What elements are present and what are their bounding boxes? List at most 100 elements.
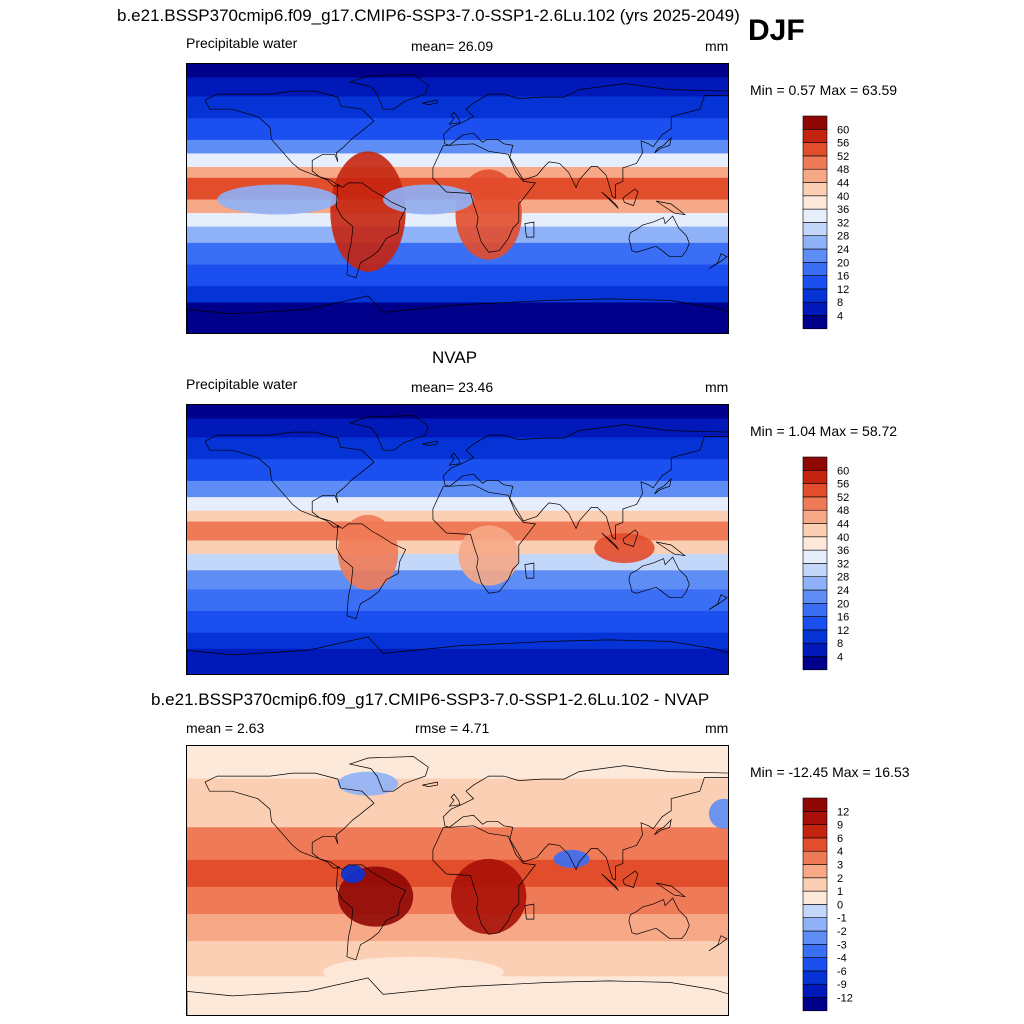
colorbar-tick-label: 52 — [837, 492, 849, 504]
panel-model-colorbar: 4 8 12 16 20 24 28 32 36 40 44 48 52 56 60 — [802, 115, 863, 335]
colorbar-box — [802, 983, 828, 998]
colorbar-box — [802, 603, 828, 617]
colorbar-box — [802, 483, 828, 498]
field-anomaly — [330, 151, 406, 272]
colorbar-box — [802, 275, 828, 290]
field-anomaly — [458, 525, 519, 586]
coastline — [524, 562, 535, 579]
field-anomaly — [337, 514, 399, 591]
panel-diff-title: b.e21.BSSP370cmip6.f09_g17.CMIP6-SSP3-7.… — [151, 690, 710, 709]
field-band — [187, 64, 728, 79]
colorbar-box — [802, 944, 828, 958]
colorbar-tick-label: 28 — [837, 231, 849, 243]
field-band — [187, 827, 728, 861]
colorbar-tick-label: 24 — [837, 244, 849, 256]
coastline — [622, 188, 639, 206]
panel-diff-rmse-label: rmse = 4.71 — [415, 720, 490, 736]
field-anomaly — [340, 864, 365, 884]
colorbar-tick-label: 28 — [837, 572, 849, 584]
coastline — [622, 529, 639, 547]
panel-obs-minmax: Min = 1.04 Max = 58.72 — [750, 423, 898, 439]
field-band — [187, 139, 728, 155]
coastline — [187, 636, 728, 674]
field-anomaly — [217, 184, 338, 215]
field-anomaly — [337, 771, 399, 796]
coastline — [335, 523, 407, 620]
colorbar-box — [802, 195, 828, 210]
coastline — [601, 873, 619, 891]
colorbar-tick-label: 56 — [837, 138, 849, 150]
field-band — [187, 418, 728, 439]
field-band — [187, 118, 728, 141]
colorbar-tick-label: 44 — [837, 178, 849, 190]
panel-model-minmax: Min = 0.57 Max = 63.59 — [750, 82, 898, 98]
colorbar-box — [802, 957, 828, 972]
coastline — [628, 556, 690, 599]
colorbar-tick-label: 9 — [837, 820, 843, 832]
colorbar-tick-label: 16 — [837, 271, 849, 283]
coastline — [422, 781, 438, 787]
colorbar-box — [802, 235, 828, 250]
figure-title: b.e21.BSSP370cmip6.f09_g17.CMIP6-SSP3-7.… — [117, 6, 740, 25]
coastline — [708, 253, 728, 270]
coastline — [348, 415, 429, 451]
coastline — [187, 295, 728, 333]
colorbar-box — [802, 262, 828, 276]
coastline — [524, 903, 535, 920]
field-band — [187, 746, 728, 780]
field-band — [187, 497, 728, 512]
coastline — [422, 99, 438, 105]
coastline — [708, 594, 728, 611]
colorbar-tick-label: 24 — [837, 585, 849, 597]
colorbar-box — [802, 837, 828, 852]
panel-diff-units-label: mm — [705, 720, 729, 736]
field-band — [187, 166, 728, 179]
coastline — [422, 440, 438, 446]
coastline — [655, 200, 687, 216]
colorbar-box — [802, 142, 828, 157]
colorbar-box — [802, 301, 828, 316]
field-anomaly — [553, 849, 590, 868]
colorbar-box — [802, 629, 828, 644]
panel-model-variable-label: Precipitable water — [186, 35, 298, 51]
colorbar-tick-label: 0 — [837, 899, 843, 911]
colorbar-box — [802, 155, 828, 170]
field-band — [187, 554, 728, 572]
coastline — [204, 431, 375, 528]
colorbar-tick-label: 6 — [837, 833, 843, 845]
field-anomaly — [455, 169, 522, 260]
colorbar-box — [802, 656, 828, 671]
panel-obs-title: NVAP — [432, 348, 478, 367]
panel-model-map — [186, 63, 729, 334]
field-band — [187, 437, 728, 461]
colorbar-box — [802, 315, 828, 330]
panel-diff-colorbar: -12 -9 -6 -4 -3 -2 -1 0 1 2 3 4 6 9 12 — [802, 797, 863, 1017]
field-band — [187, 610, 728, 634]
coastline — [335, 864, 407, 961]
colorbar-box — [802, 182, 828, 197]
colorbar-box — [802, 549, 828, 564]
coastline — [204, 772, 375, 869]
colorbar-tick-label: 60 — [837, 465, 849, 477]
colorbar-tick-label: -2 — [837, 926, 847, 938]
colorbar-tick-label: 3 — [837, 860, 843, 872]
field-band — [187, 540, 728, 556]
colorbar-tick-label: 2 — [837, 873, 843, 885]
coastline — [601, 191, 619, 209]
field-band — [187, 242, 728, 266]
coastline — [432, 825, 537, 935]
colorbar-tick-label: -9 — [837, 979, 847, 991]
panel-obs-map-svg — [187, 405, 728, 674]
colorbar-box — [802, 248, 828, 263]
colorbar-box — [802, 642, 828, 657]
colorbar-tick-label: -12 — [837, 993, 853, 1005]
field-band — [187, 96, 728, 120]
colorbar-box — [802, 850, 828, 865]
colorbar-tick-label: 12 — [837, 806, 849, 818]
colorbar-box — [802, 589, 828, 604]
colorbar-tick-label: 4 — [837, 846, 843, 858]
field-band — [187, 286, 728, 304]
panel-diff-map-svg — [187, 746, 728, 1015]
coastline — [655, 882, 687, 898]
